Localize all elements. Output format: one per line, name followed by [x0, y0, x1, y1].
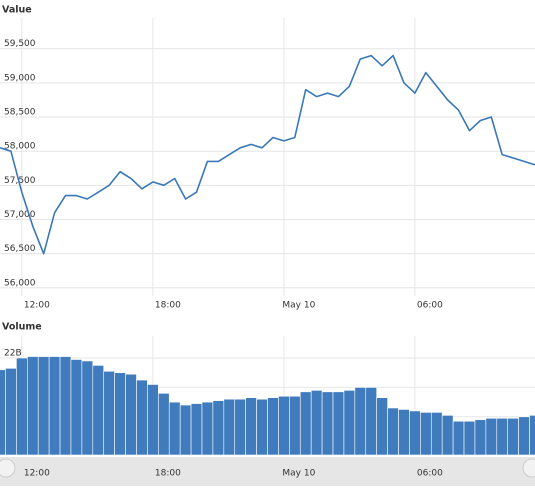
x-tick-label: 06:00	[417, 469, 443, 479]
bar	[81, 360, 94, 456]
bar	[420, 412, 432, 456]
bar	[507, 417, 519, 456]
bar	[485, 417, 498, 456]
bar	[376, 397, 388, 456]
scrollbar[interactable]	[0, 457, 535, 486]
chart-title: Value	[2, 5, 32, 16]
bar	[343, 390, 356, 456]
bar	[26, 356, 39, 456]
bar	[103, 370, 115, 456]
bar	[158, 392, 170, 456]
y-tick-label: 57,000	[4, 210, 36, 220]
x-tick-label: 18:00	[155, 469, 181, 479]
scroll-right-button[interactable]	[522, 458, 535, 478]
bar	[92, 365, 105, 456]
bar	[463, 420, 476, 456]
y-tick-label: 58,500	[4, 108, 36, 118]
bar	[223, 398, 236, 456]
bar	[387, 407, 399, 456]
chart-title: Volume	[2, 322, 42, 333]
bar	[409, 410, 421, 456]
bar	[0, 369, 6, 456]
bar	[147, 384, 159, 456]
bar	[16, 357, 28, 456]
scroll-left-button[interactable]	[0, 458, 16, 478]
x-tick-label: 18:00	[155, 301, 181, 311]
bar	[212, 400, 225, 456]
x-tick-label: 12:00	[24, 469, 50, 479]
bar	[37, 356, 50, 456]
bar	[354, 387, 367, 456]
bar	[70, 359, 83, 456]
bar	[179, 404, 192, 456]
x-tick-label: 12:00	[24, 301, 50, 311]
bar	[245, 397, 257, 456]
bar	[267, 397, 279, 456]
bar	[168, 401, 181, 456]
y-tick-label: 56,000	[4, 278, 36, 288]
bar	[299, 391, 312, 456]
bar	[430, 412, 443, 456]
bar	[234, 398, 246, 456]
y-tick-label: 22B	[4, 349, 22, 359]
y-tick-label: 57,500	[4, 176, 36, 186]
bar	[310, 390, 323, 456]
bar	[59, 356, 72, 456]
y-tick-label: 58,000	[4, 142, 36, 152]
bar	[278, 395, 290, 456]
x-tick-label: May 10	[282, 301, 315, 311]
line	[0, 54, 535, 255]
y-tick-label: 59,000	[4, 73, 36, 83]
bar	[441, 415, 454, 456]
bar	[452, 420, 465, 456]
bar	[136, 379, 148, 456]
bar	[365, 387, 377, 456]
bar	[48, 356, 61, 456]
bar	[289, 395, 301, 456]
bar	[114, 372, 126, 456]
y-tick-label: 59,500	[4, 39, 36, 49]
bar	[321, 391, 334, 456]
bar	[201, 401, 214, 456]
y-tick-label: 56,500	[4, 244, 36, 254]
bar	[474, 419, 487, 456]
bar	[125, 373, 137, 456]
bar	[518, 416, 530, 456]
bar	[529, 415, 535, 456]
bar	[398, 409, 410, 456]
bar	[5, 368, 17, 456]
bar	[256, 398, 268, 456]
x-tick-label: May 10	[282, 469, 315, 479]
x-tick-label: 06:00	[417, 301, 443, 311]
bar	[190, 403, 203, 456]
bar	[496, 417, 509, 456]
bar	[332, 391, 345, 456]
